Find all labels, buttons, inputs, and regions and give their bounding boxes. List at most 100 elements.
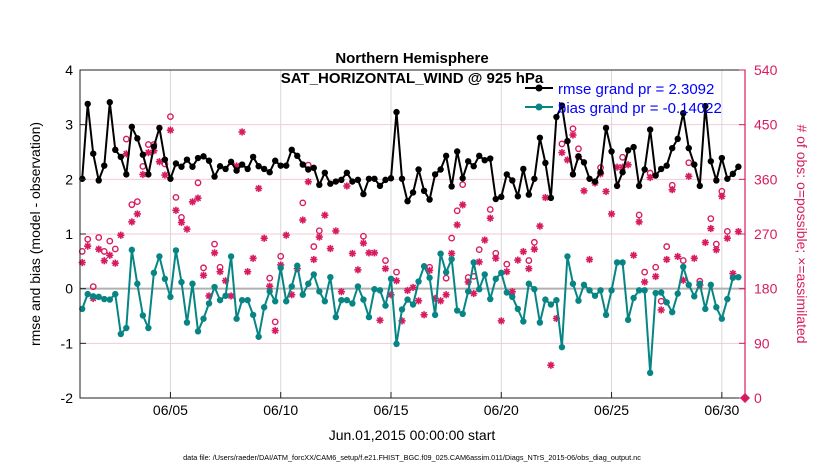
bias-point (222, 292, 229, 299)
bias-point (205, 300, 213, 307)
obs-possible-point (619, 153, 626, 161)
bias-point (84, 290, 91, 298)
bias-point (409, 301, 417, 308)
bias-point (635, 287, 643, 294)
rmse-point (112, 146, 119, 154)
obs-assimilated-point (128, 218, 136, 226)
obs-assimilated-point (409, 283, 417, 292)
rmse-point (79, 175, 86, 182)
obs-assimilated-point (690, 254, 698, 262)
rmse-point (277, 162, 284, 169)
rmse-point (691, 161, 698, 168)
rmse-point (156, 124, 163, 132)
obs-possible-point (200, 264, 207, 272)
bias-point (167, 293, 174, 301)
rmse-point (316, 181, 323, 188)
rmse-point (448, 183, 455, 190)
bias-point (481, 271, 488, 278)
obs-possible-point (360, 232, 367, 240)
obs-assimilated-point (547, 361, 555, 369)
rmse-point (387, 175, 395, 182)
rmse-point (200, 153, 207, 160)
obs-possible-point (652, 263, 660, 271)
bias-point (569, 280, 577, 287)
y-right-tick-label: 90 (754, 335, 770, 351)
obs-possible-point (106, 237, 114, 245)
obs-assimilated-point (271, 326, 279, 335)
obs-assimilated-point (392, 277, 401, 285)
bias-point (354, 283, 362, 290)
obs-possible-point (122, 135, 130, 143)
rmse-point (398, 175, 406, 182)
bias-point (79, 305, 86, 313)
bias-point (464, 288, 472, 295)
bias-point (426, 274, 433, 281)
obs-assimilated-point (100, 257, 108, 265)
bias-point (564, 253, 571, 260)
rmse-point (194, 154, 202, 162)
obs-assimilated-point (260, 234, 268, 242)
obs-possible-point (663, 243, 671, 250)
obs-assimilated-point (216, 268, 224, 276)
rmse-point (431, 171, 439, 178)
rmse-point (145, 171, 152, 178)
rmse-point (619, 169, 626, 176)
bias-point (106, 296, 113, 303)
obs-assimilated-point (238, 128, 246, 136)
rmse-point (139, 151, 147, 158)
rmse-point (128, 123, 136, 131)
bias-point (128, 246, 136, 254)
rmse-point (123, 171, 130, 178)
rmse-point (624, 147, 632, 154)
bias-point (702, 305, 709, 313)
bias-point (492, 275, 499, 283)
obs-possible-point (382, 257, 389, 264)
obs-assimilated-point (255, 184, 263, 193)
rmse-point (569, 171, 577, 178)
obs-assimilated-point (337, 288, 345, 296)
obs-possible-point (530, 238, 538, 246)
obs-possible-point (679, 257, 687, 264)
y-right-tick-label: 540 (754, 62, 778, 78)
rmse-point (553, 113, 560, 121)
rmse-point (547, 194, 555, 202)
y-right-tick-label: 360 (754, 171, 778, 187)
bias-point (255, 333, 262, 340)
obs-assimilated-point (194, 194, 202, 202)
obs-assimilated-point (244, 268, 252, 276)
obs-assimilated-point (370, 249, 379, 257)
obs-assimilated-point (536, 222, 544, 230)
bias-point (591, 292, 599, 299)
obs-possible-point (723, 227, 731, 235)
bias-point (415, 278, 422, 285)
rmse-point (244, 165, 251, 173)
bias-point (90, 293, 97, 300)
obs-assimilated-point (503, 268, 511, 276)
bias-point (509, 293, 516, 301)
obs-assimilated-point (641, 278, 649, 286)
rmse-point (404, 198, 411, 205)
bias-point (442, 269, 450, 276)
obs-possible-point (685, 159, 693, 167)
bias-point (657, 289, 665, 296)
obs-assimilated-point (95, 245, 103, 253)
bias-point (244, 296, 251, 304)
bias-point (277, 264, 284, 272)
bias-point (498, 269, 505, 277)
grid (80, 70, 745, 398)
bias-point (238, 296, 246, 304)
obs-possible-point (525, 257, 533, 264)
rmse-point (420, 187, 428, 195)
obs-assimilated-point (734, 227, 742, 236)
rmse-point (409, 189, 417, 196)
obs-assimilated-point (470, 289, 478, 298)
obs-assimilated-point (210, 249, 219, 257)
bias-point (669, 308, 676, 316)
rmse-point (233, 167, 240, 174)
rmse-point (360, 190, 367, 198)
bias-point (398, 306, 406, 313)
y-axis-label-right: # of obs: o=possible; ×=assimilated (794, 124, 810, 343)
bias-point (597, 287, 604, 294)
x-tick-label: 06/10 (263, 402, 298, 418)
x-tick-label: 06/20 (484, 402, 519, 418)
